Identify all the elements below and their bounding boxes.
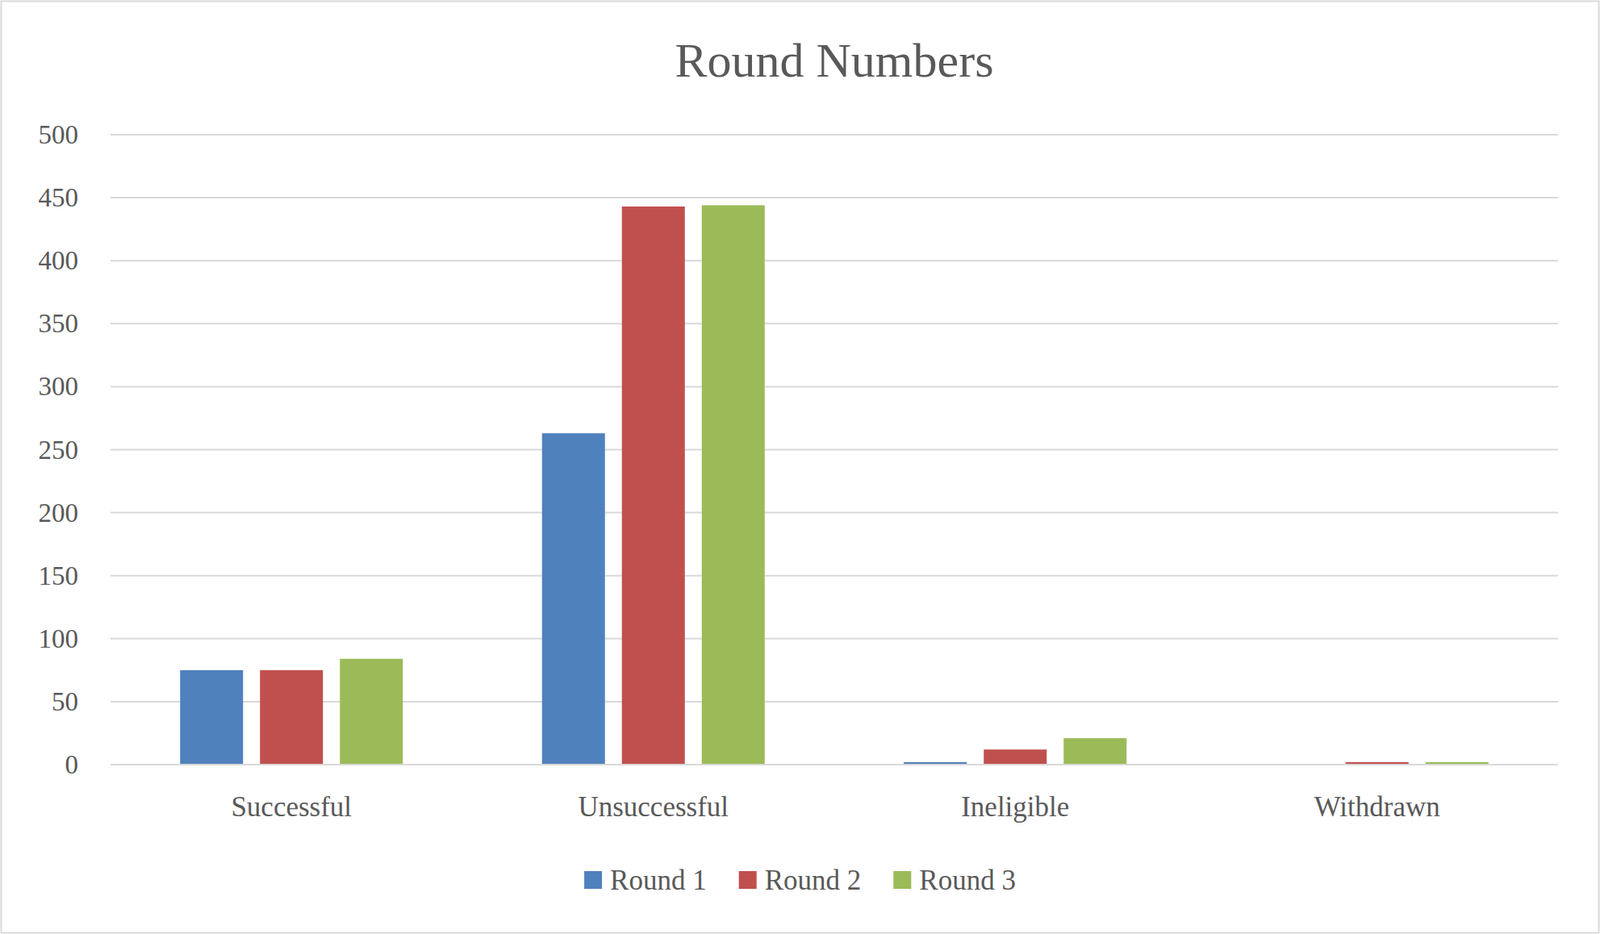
x-tick-label: Ineligible xyxy=(960,791,1070,823)
y-tick-label: 350 xyxy=(38,309,80,339)
bar xyxy=(622,206,686,765)
grid-line xyxy=(110,259,1559,262)
legend-label: Round 2 xyxy=(764,864,862,897)
grid-line xyxy=(110,512,1559,514)
legend-label: Round 1 xyxy=(609,864,707,897)
chart: Round Numbers 0 50 100 150 200 250 300 350 400 450… xyxy=(0,0,1600,934)
grid-line xyxy=(110,133,1559,136)
grid-line xyxy=(110,196,1559,199)
x-tick-label: Withdrawn xyxy=(1314,791,1441,823)
title: Round Numbers xyxy=(675,33,995,88)
bar xyxy=(983,749,1047,765)
legend-label: Round 3 xyxy=(919,864,1016,897)
y-tick-label: 200 xyxy=(38,498,80,528)
y-tick-label: 450 xyxy=(38,183,80,213)
y-tick-label: 500 xyxy=(38,120,80,150)
bar xyxy=(259,670,323,765)
y-tick-label: 300 xyxy=(38,371,80,402)
bar xyxy=(542,433,606,765)
grid-line xyxy=(110,764,1559,766)
grid-line xyxy=(110,322,1559,325)
chart-border xyxy=(1,1,1600,934)
legend-swatch xyxy=(739,871,757,890)
grid-line xyxy=(110,449,1559,452)
y-tick-label: 250 xyxy=(38,435,80,465)
y-tick-label: 150 xyxy=(38,561,80,591)
legend-swatch xyxy=(584,871,602,890)
bar xyxy=(1063,738,1127,765)
legend-swatch xyxy=(893,871,911,890)
x-tick-label: Unsuccessful xyxy=(577,791,729,823)
legend: Round 1 Round 2 Round 3 xyxy=(584,864,1016,897)
bar xyxy=(339,659,403,765)
grid-line xyxy=(110,385,1559,388)
x-axis xyxy=(110,764,1559,766)
grid-line xyxy=(110,575,1559,577)
grid-line xyxy=(110,701,1559,703)
bars xyxy=(179,204,1489,765)
bar xyxy=(179,670,243,765)
y-tick-label: 100 xyxy=(38,624,80,654)
y-tick-label: 0 xyxy=(65,750,80,780)
y-tick-label: 400 xyxy=(38,246,80,276)
y-tick-label: 50 xyxy=(51,687,79,717)
bar xyxy=(701,204,765,765)
grid-line xyxy=(110,638,1559,640)
x-tick-label: Successful xyxy=(230,791,352,823)
